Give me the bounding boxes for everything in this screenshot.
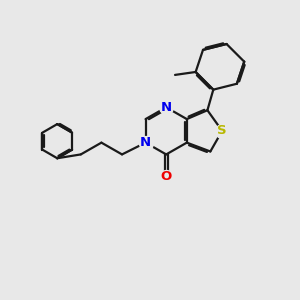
- Text: S: S: [217, 124, 227, 137]
- Text: O: O: [160, 170, 172, 183]
- Text: N: N: [140, 136, 151, 149]
- Text: N: N: [160, 101, 172, 114]
